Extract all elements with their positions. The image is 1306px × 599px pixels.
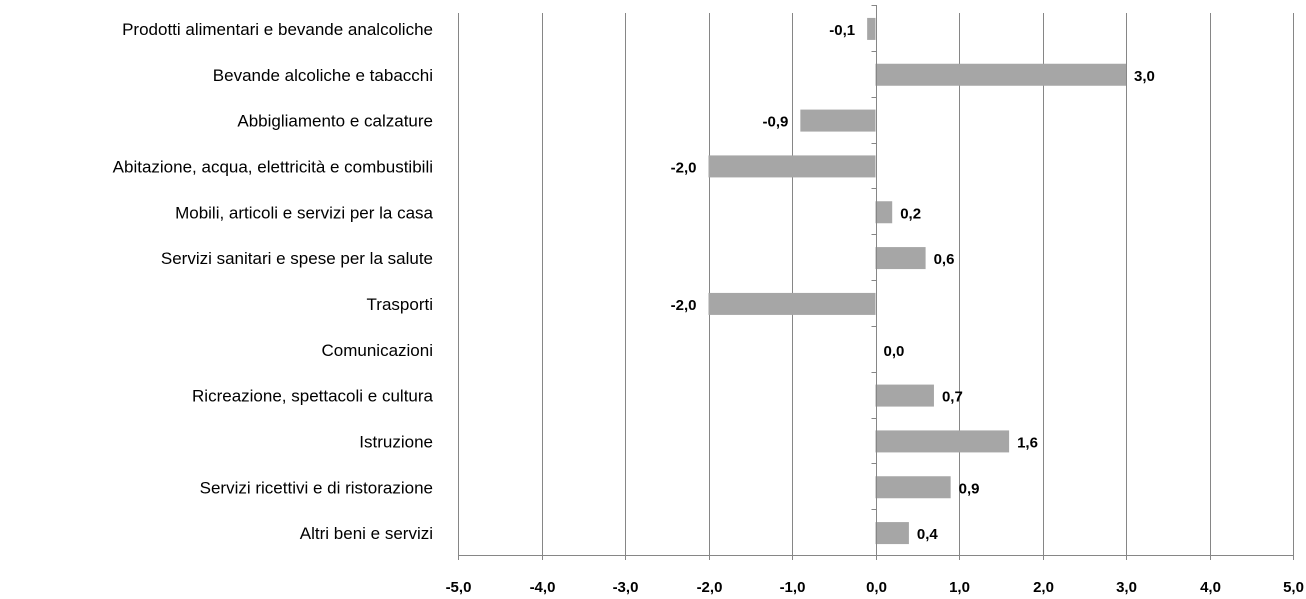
bar	[708, 155, 876, 178]
x-tick-label: 5,0	[1283, 579, 1304, 596]
category-label: Servizi sanitari e spese per la salute	[161, 249, 433, 268]
category-label: Servizi ricettivi e di ristorazione	[200, 478, 433, 497]
bar	[875, 430, 1010, 453]
x-tick-label: 1,0	[949, 579, 970, 596]
value-label: 0,9	[959, 480, 980, 497]
category-label: Prodotti alimentari e bevande analcolich…	[122, 20, 433, 39]
category-label: Bevande alcoliche e tabacchi	[213, 66, 433, 85]
value-label: -2,0	[671, 159, 697, 176]
value-label: 0,6	[934, 251, 955, 268]
value-label: -0,9	[762, 114, 788, 131]
x-tick-label: 3,0	[1116, 579, 1137, 596]
value-label: 0,2	[900, 205, 921, 222]
value-label: 0,0	[884, 343, 905, 360]
value-label: 1,6	[1017, 434, 1038, 451]
x-tick-label: -4,0	[530, 579, 556, 596]
bar	[875, 247, 926, 270]
bar	[875, 522, 909, 545]
value-label: 0,4	[917, 526, 939, 543]
category-label: Comunicazioni	[322, 341, 434, 360]
value-label: -0,1	[829, 22, 855, 39]
value-label: 0,7	[942, 389, 963, 406]
bar	[800, 109, 876, 132]
value-label: -2,0	[671, 297, 697, 314]
bar	[867, 17, 876, 40]
x-tick-label: -1,0	[780, 579, 806, 596]
x-tick-label: 4,0	[1200, 579, 1221, 596]
x-tick-label: 2,0	[1033, 579, 1054, 596]
axes	[458, 5, 1294, 560]
x-tick-label: -3,0	[613, 579, 639, 596]
category-label: Altri beni e servizi	[300, 524, 433, 543]
gridlines	[458, 13, 1294, 555]
category-labels: Prodotti alimentari e bevande analcolich…	[113, 20, 434, 543]
category-label: Abitazione, acqua, elettricità e combust…	[113, 157, 433, 176]
bar	[875, 476, 951, 499]
category-label: Mobili, articoli e servizi per la casa	[175, 203, 433, 222]
category-label: Abbigliamento e calzature	[237, 112, 433, 131]
category-label: Istruzione	[359, 432, 433, 451]
x-tick-label: -2,0	[697, 579, 723, 596]
bar	[875, 384, 934, 407]
x-tick-label: 0,0	[866, 579, 887, 596]
x-tick-labels: -5,0 -4,0 -3,0 -2,0 -1,0 0,0 1,0 2,0 3,0 4,0 5,0	[446, 579, 1304, 596]
bar	[875, 63, 1126, 86]
value-label: 3,0	[1134, 68, 1155, 85]
bar	[875, 201, 893, 224]
bar	[708, 292, 876, 315]
x-tick-label: -5,0	[446, 579, 472, 596]
category-label: Ricreazione, spettacoli e cultura	[192, 387, 434, 406]
value-labels: -0,1 3,0 -0,9 -2,0 0,2 0,6 -2,0 0,0 0,7 1,6 0,9 0,4	[671, 22, 1155, 543]
bars	[708, 17, 1126, 545]
category-label: Trasporti	[367, 295, 433, 314]
